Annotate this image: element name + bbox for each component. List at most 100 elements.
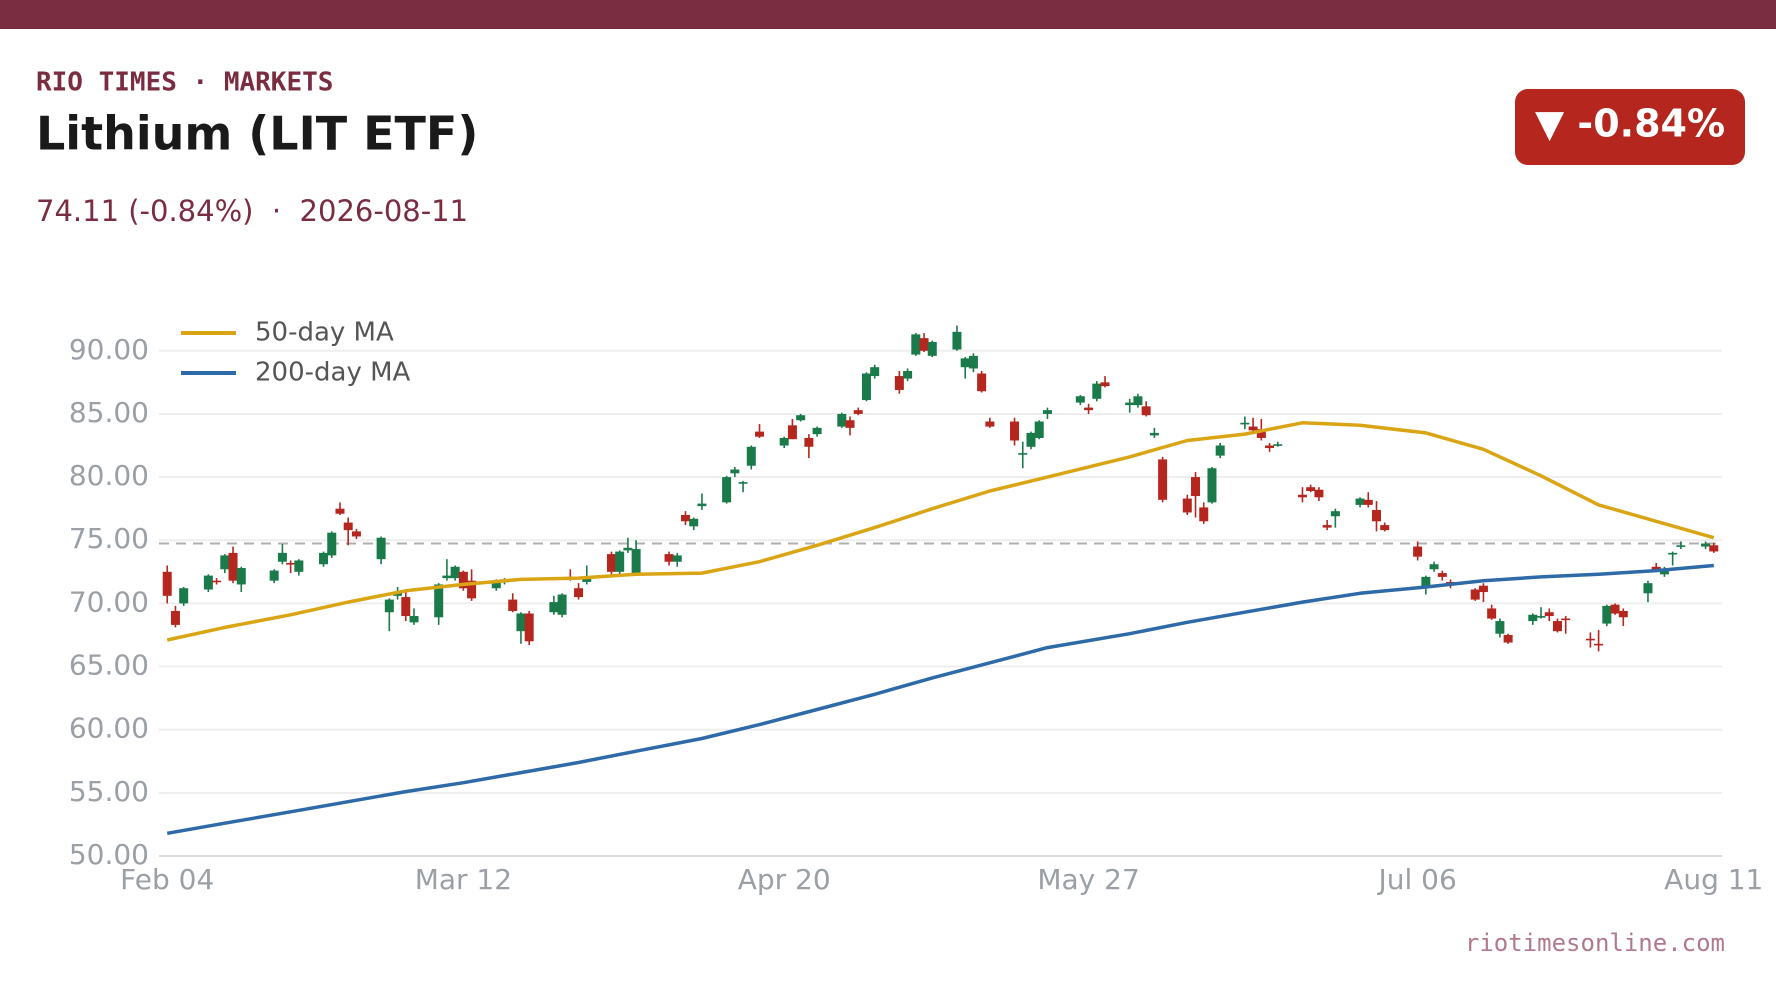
- candle-body: [672, 555, 682, 562]
- candle-body: [1026, 432, 1036, 447]
- candle-body: [1602, 605, 1612, 624]
- candle-body: [277, 552, 287, 562]
- candle-body: [1413, 546, 1423, 557]
- candle-body: [376, 537, 386, 560]
- subtitle: 74.11 (-0.84%) · 2026-08-11: [36, 194, 468, 228]
- candle-body: [491, 580, 501, 589]
- candle-body: [1643, 583, 1653, 594]
- candle-body: [1314, 489, 1324, 498]
- x-tick-label: Jul 06: [1376, 863, 1456, 896]
- y-tick-label: 70.00: [69, 585, 149, 618]
- candle-body: [1552, 621, 1562, 632]
- candle-body: [549, 602, 559, 613]
- candle-body: [1158, 459, 1168, 500]
- candle-body: [903, 370, 913, 379]
- y-tick-label: 75.00: [69, 522, 149, 555]
- candle-body: [1322, 525, 1332, 528]
- candle-body: [1149, 432, 1159, 436]
- candle-body: [170, 610, 180, 625]
- candle-body: [1141, 406, 1151, 416]
- candle-body: [1544, 612, 1554, 617]
- candle-body: [631, 549, 641, 574]
- candle-body: [1330, 511, 1340, 517]
- candle-body: [615, 551, 625, 572]
- candle-body: [1470, 589, 1480, 600]
- candle-body: [294, 560, 304, 572]
- candle-body: [812, 427, 822, 435]
- title: Lithium (LIT ETF): [36, 107, 478, 161]
- candle-body: [384, 599, 394, 613]
- candle-body: [1256, 429, 1266, 438]
- candle-body: [1240, 422, 1250, 425]
- candle-body: [1668, 552, 1678, 555]
- candle-body: [894, 376, 904, 390]
- candle-body: [1182, 498, 1192, 513]
- candle-body: [861, 373, 871, 401]
- candle-body: [236, 568, 246, 585]
- candle-body: [779, 437, 789, 446]
- candle-body: [1594, 643, 1604, 646]
- candle-body: [1618, 610, 1628, 618]
- x-tick-label: May 27: [1037, 863, 1139, 896]
- candle-body: [837, 413, 847, 427]
- x-tick-label: Feb 04: [120, 863, 214, 896]
- candle-body: [755, 431, 765, 437]
- candle-body: [1536, 616, 1546, 618]
- x-tick-label: Mar 12: [415, 863, 512, 896]
- candle-body: [796, 415, 806, 421]
- candle-body: [960, 358, 970, 368]
- candle-body: [1528, 614, 1538, 622]
- candle-body: [1709, 545, 1719, 552]
- y-tick-label: 85.00: [69, 396, 149, 429]
- footer: riotimesonline.com: [1465, 929, 1725, 957]
- candle-body: [623, 547, 633, 551]
- candle-body: [927, 341, 937, 356]
- candle-body: [458, 571, 468, 589]
- candle-body: [335, 508, 345, 514]
- candle-body: [1487, 608, 1497, 619]
- candle-body: [1676, 545, 1686, 547]
- candle-body: [203, 575, 213, 590]
- candle-body: [1297, 494, 1307, 498]
- candle-body: [220, 555, 230, 570]
- candle-body: [1421, 576, 1431, 587]
- top-bar: [0, 0, 1776, 29]
- candle-body: [845, 420, 855, 428]
- y-tick-label: 55.00: [69, 775, 149, 808]
- candle-body: [977, 373, 987, 392]
- candle-body: [911, 334, 921, 355]
- candle-body: [1659, 570, 1669, 575]
- y-tick-label: 50.00: [69, 838, 149, 871]
- candle-body: [1651, 566, 1661, 570]
- candle-body: [450, 566, 460, 579]
- y-tick-label: 65.00: [69, 649, 149, 682]
- candle-body: [787, 425, 797, 440]
- candle-body: [162, 571, 172, 596]
- candle-body: [1125, 402, 1135, 406]
- x-tick-label: Aug 11: [1664, 863, 1763, 896]
- candle-body: [179, 588, 189, 604]
- candle-body: [524, 613, 534, 642]
- ma-line: [166, 421, 1715, 642]
- candle-body: [409, 616, 419, 623]
- candle-body: [664, 554, 674, 562]
- candle-body: [746, 446, 756, 466]
- candle-body: [582, 578, 592, 582]
- candle-body: [1010, 421, 1020, 441]
- candle-body: [1042, 410, 1052, 414]
- candle-body: [1503, 634, 1513, 643]
- candle-body: [1585, 638, 1595, 641]
- candle-body: [952, 331, 962, 350]
- candle-body: [1380, 525, 1390, 531]
- candle-body: [1191, 477, 1201, 497]
- candle-body: [919, 338, 929, 351]
- candle-body: [1429, 564, 1439, 570]
- candle-body: [1018, 453, 1028, 455]
- candle-body: [1355, 498, 1365, 505]
- brand: RIO TIMES · MARKETS: [36, 68, 333, 98]
- candle-body: [1273, 444, 1283, 446]
- candle-body: [434, 584, 444, 618]
- candle-body: [985, 421, 995, 427]
- candle-body: [697, 503, 707, 507]
